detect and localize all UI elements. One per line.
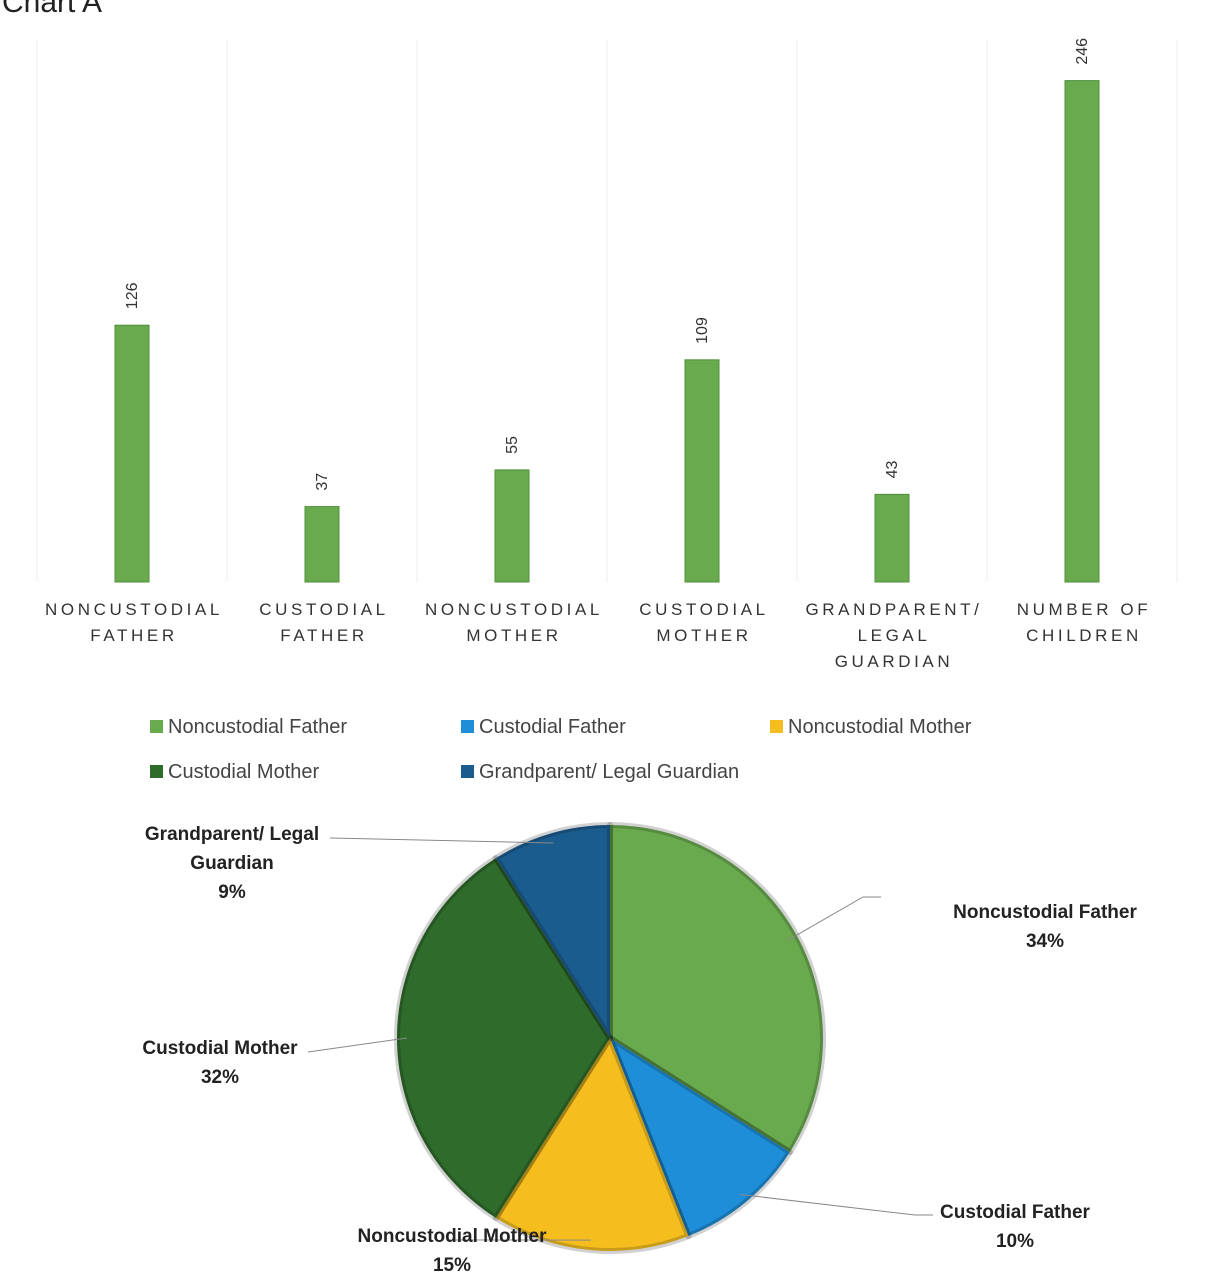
- pie-slice-percent: 9%: [112, 878, 352, 907]
- pie-slice-name: Noncustodial Mother: [332, 1222, 572, 1251]
- pie-slice-name: Custodial Mother: [100, 1034, 340, 1063]
- pie-slice-percent: 34%: [925, 927, 1165, 956]
- pie-slice-percent: 32%: [100, 1063, 340, 1092]
- pie-slice-name: Custodial Father: [895, 1198, 1135, 1227]
- pie-slice-percent: 15%: [332, 1251, 572, 1280]
- pie-slice-name: Noncustodial Father: [925, 898, 1165, 927]
- leader-line: [788, 897, 881, 940]
- pie-slice-name: Grandparent/ Legal Guardian: [112, 820, 352, 878]
- pie-slice-percent: 10%: [895, 1227, 1135, 1256]
- leader-line: [330, 838, 553, 843]
